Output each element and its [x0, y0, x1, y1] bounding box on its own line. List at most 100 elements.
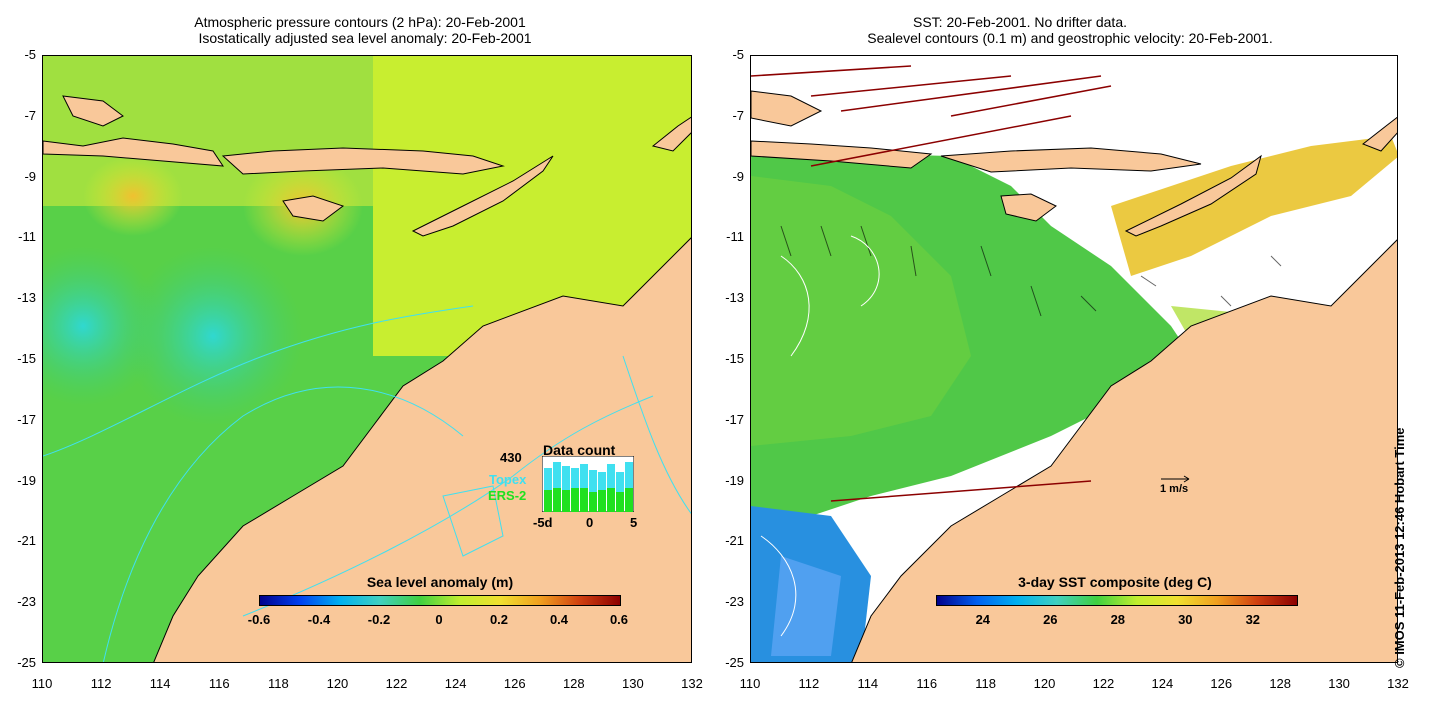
ers-bar — [562, 490, 570, 512]
topex-bar — [553, 462, 561, 488]
y-tick-label: -25 — [17, 655, 36, 670]
right-title-line1: SST: 20-Feb-2001. No drifter data. — [913, 14, 1127, 30]
colorbar-tick-label: 30 — [1178, 612, 1193, 627]
x-tick-label: 130 — [1328, 676, 1350, 691]
x-tick-label: 124 — [1151, 676, 1174, 691]
inset-series-ers: ERS-2 — [488, 488, 527, 503]
inset-xtick-right: 5 — [630, 515, 638, 530]
x-tick-label: 116 — [208, 676, 230, 691]
y-tick-label: -9 — [732, 168, 744, 184]
x-tick-label: 112 — [798, 676, 820, 691]
inset-title: Data count — [543, 442, 616, 458]
y-tick-label: -21 — [725, 533, 744, 549]
x-tick-label: 132 — [681, 676, 703, 691]
y-tick-label: -13 — [725, 290, 744, 306]
colorbar-tick-label: 26 — [1043, 612, 1058, 627]
sea-level-anomaly-map — [43, 56, 691, 662]
right-map[interactable] — [750, 55, 1398, 663]
sst-colorbar — [936, 595, 1298, 606]
ers-bar — [589, 492, 597, 512]
inset-series-topex: Topex — [489, 472, 527, 487]
topex-bar — [544, 468, 552, 490]
right-title-line2: Sealevel contours (0.1 m) and geostrophi… — [867, 30, 1273, 46]
inset-max-label: 430 — [500, 450, 522, 465]
ers-bar — [607, 488, 615, 512]
ers-bar — [571, 488, 579, 512]
x-tick-label: 130 — [622, 676, 644, 691]
x-tick-label: 118 — [267, 676, 289, 691]
x-tick-label: 120 — [1033, 676, 1056, 691]
x-tick-label: 124 — [444, 676, 467, 691]
x-tick-label: 128 — [1269, 676, 1292, 691]
y-tick-label: -21 — [17, 533, 36, 549]
velocity-scale-label: 1 m/s — [1160, 483, 1189, 495]
ers-bar — [553, 488, 561, 512]
y-tick-label: -23 — [725, 594, 744, 610]
topex-bar — [607, 464, 615, 488]
x-tick-label: 128 — [562, 676, 585, 691]
colorbar-tick-label: 0.4 — [549, 612, 569, 627]
y-tick-label: -25 — [725, 655, 744, 670]
inset-xtick-mid: 0 — [586, 515, 594, 530]
x-tick-label: 120 — [326, 676, 349, 691]
sst-map — [751, 56, 1397, 662]
colorbar-tick-label: -0.6 — [247, 612, 271, 627]
x-tick-label: 118 — [975, 676, 996, 691]
y-tick-label: -17 — [17, 411, 36, 427]
left-map[interactable] — [42, 55, 692, 663]
topex-bar — [589, 470, 597, 492]
y-tick-label: -23 — [17, 594, 36, 610]
y-tick-label: -9 — [24, 168, 36, 184]
x-tick-label: 122 — [1092, 676, 1115, 691]
x-tick-label: 110 — [31, 676, 53, 691]
x-tick-label: 112 — [90, 676, 112, 691]
y-tick-label: -11 — [726, 229, 744, 245]
x-tick-label: 116 — [916, 676, 938, 691]
data-count-histogram — [542, 456, 634, 512]
left-colorbar-title: Sea level anomaly (m) — [366, 574, 514, 590]
y-tick-label: -11 — [18, 229, 36, 245]
topex-bar — [598, 472, 606, 490]
colorbar-tick-label: 24 — [975, 612, 991, 627]
topex-bar — [616, 472, 624, 492]
ers-bar — [544, 490, 552, 512]
x-tick-label: 132 — [1387, 676, 1409, 691]
y-tick-label: -15 — [17, 351, 36, 366]
left-title-line2: Isostatically adjusted sea level anomaly… — [198, 30, 532, 46]
y-tick-label: -15 — [725, 351, 744, 366]
ers-bar — [580, 488, 588, 512]
topex-bar — [571, 468, 579, 488]
y-tick-label: -19 — [17, 472, 36, 488]
colorbar-tick-label: 32 — [1245, 612, 1261, 627]
y-tick-label: -7 — [732, 107, 744, 123]
colorbar-tick-label: 0.2 — [489, 612, 509, 627]
copyright-text: © IMOS 11-Feb-2013 12:46 Hobart Time — [1392, 427, 1407, 668]
ers-bar — [616, 492, 624, 512]
sea-level-colorbar — [259, 595, 621, 606]
y-tick-label: -13 — [17, 290, 36, 306]
x-tick-label: 126 — [1210, 676, 1233, 691]
colorbar-tick-label: -0.2 — [367, 612, 391, 627]
topex-bar — [580, 464, 588, 488]
y-tick-label: -5 — [732, 47, 744, 62]
ers-bar — [625, 488, 633, 512]
colorbar-tick-label: -0.4 — [307, 612, 331, 627]
y-tick-label: -7 — [24, 107, 36, 123]
colorbar-tick-label: 0 — [435, 612, 443, 627]
colorbar-tick-label: 28 — [1110, 612, 1126, 627]
ers-bar — [598, 490, 606, 512]
y-tick-label: -17 — [725, 411, 744, 427]
x-tick-label: 114 — [857, 676, 879, 691]
y-tick-label: -19 — [725, 472, 744, 488]
y-tick-label: -5 — [24, 47, 36, 62]
inset-xtick-left: -5d — [533, 515, 553, 530]
right-colorbar-title: 3-day SST composite (deg C) — [1018, 574, 1212, 590]
x-tick-label: 126 — [503, 676, 526, 691]
left-title-line1: Atmospheric pressure contours (2 hPa): 2… — [194, 14, 526, 30]
topex-bar — [625, 462, 633, 488]
x-tick-label: 114 — [149, 676, 171, 691]
x-tick-label: 122 — [385, 676, 408, 691]
x-tick-label: 110 — [739, 676, 761, 691]
colorbar-tick-label: 0.6 — [609, 612, 629, 627]
topex-bar — [562, 466, 570, 490]
